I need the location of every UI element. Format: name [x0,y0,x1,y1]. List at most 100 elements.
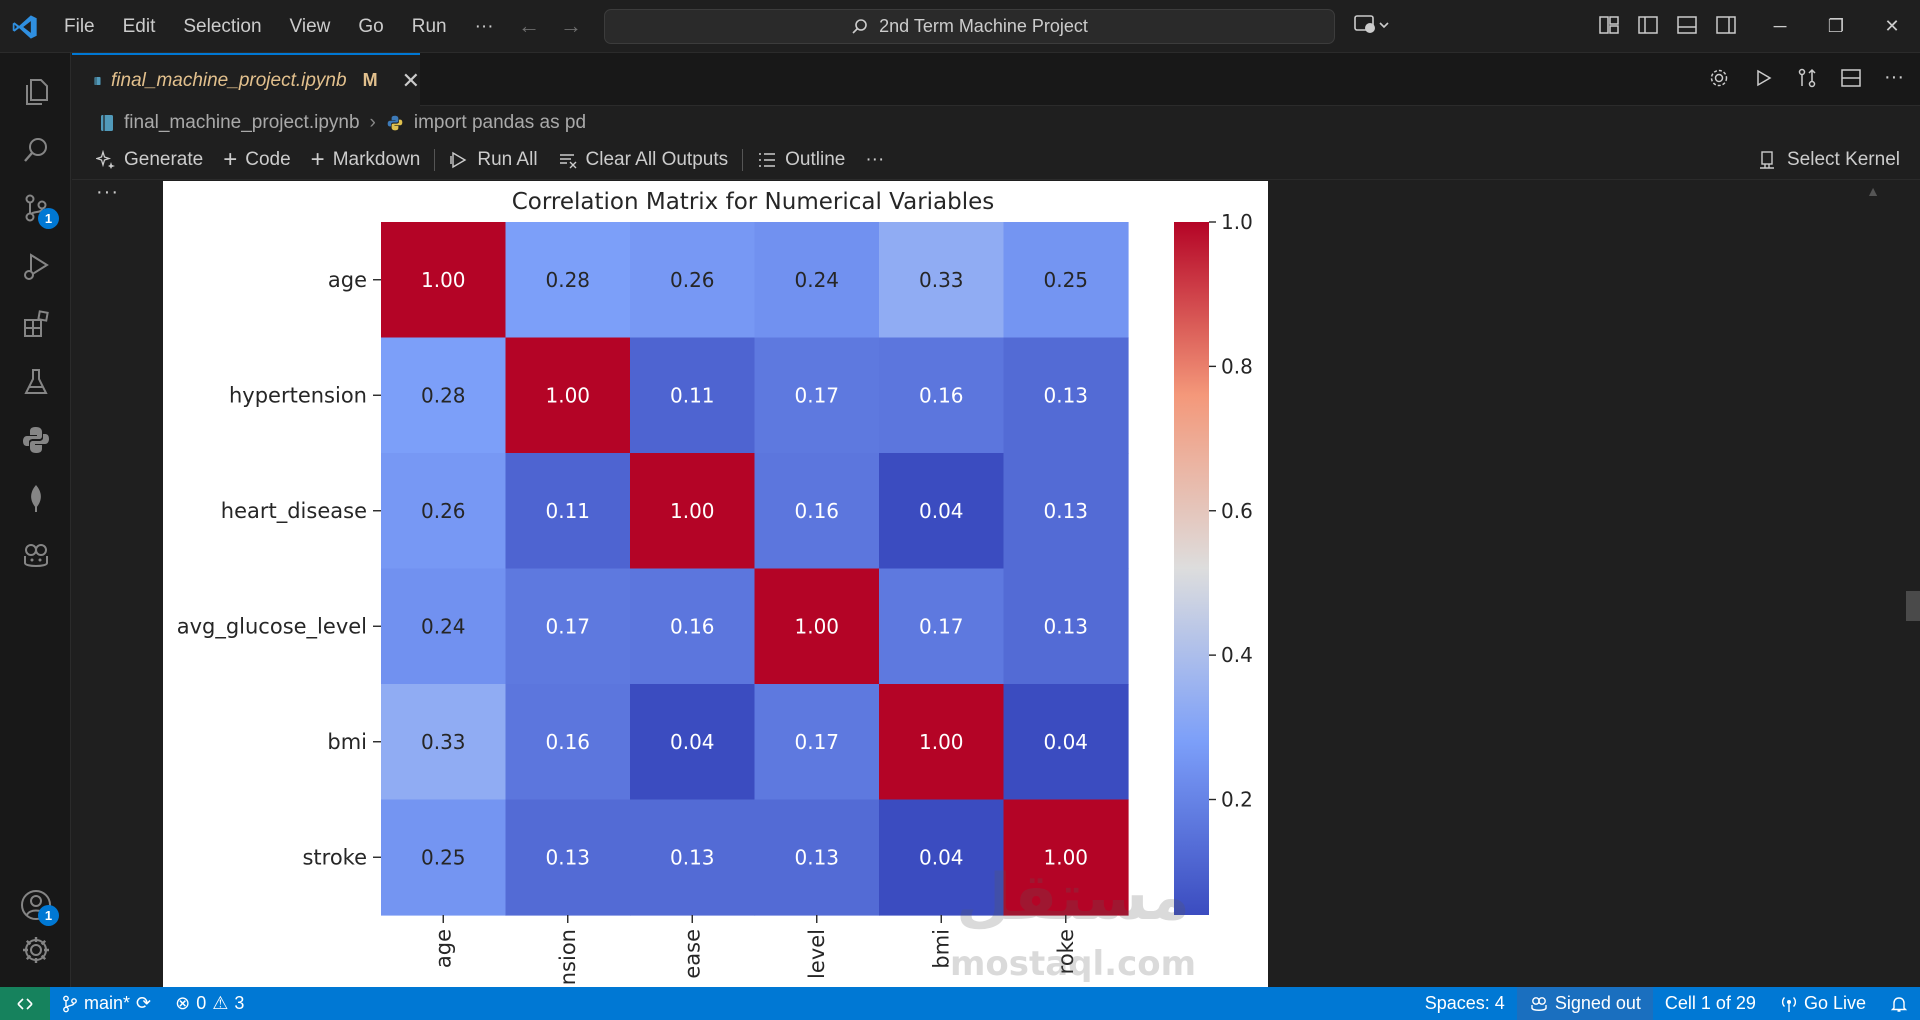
menu-view[interactable]: View [289,15,331,37]
cell-position-indicator[interactable]: Cell 1 of 29 [1653,987,1768,1020]
indentation-indicator[interactable]: Spaces: 4 [1413,987,1517,1020]
toggle-panel-icon[interactable] [1676,14,1698,36]
menu-go[interactable]: Go [358,15,384,37]
colorbar-tick-label: 0.6 [1221,499,1253,523]
extensions-icon [23,310,49,337]
heatmap-cells: 1.00 0.28 0.26 0.24 0.33 0.25 0.28 1.00 0.11 0.17… [381,222,1129,916]
close-window-icon[interactable]: ✕ [1884,16,1900,36]
select-kernel-button[interactable]: Select Kernel [1757,140,1900,180]
column-labels: age nsion ease level bmi roke [431,915,1078,985]
command-center[interactable]: 2nd Term Machine Project [604,9,1335,44]
source-control-button[interactable]: 1 [0,179,71,237]
watermark: مستقل mostaql.com [950,861,1196,984]
heatmap-cell-value: 0.13 [1043,614,1088,638]
heatmap-cell [879,222,1005,339]
notifications-button[interactable] [1878,987,1920,1020]
nav-arrows: ← → [518,13,582,39]
accounts-button[interactable]: 1 [0,876,71,934]
notebook-toolbar: Generate + Code + Markdown Run All Clear… [72,140,1920,180]
run-debug-button[interactable] [0,237,71,295]
colorbar-tick-label: 0.4 [1221,643,1253,667]
go-live-button[interactable]: Go Live [1768,987,1878,1020]
problems-indicator[interactable]: ⊗ 0 ⚠ 3 [163,987,256,1020]
manage-button[interactable] [0,921,71,979]
error-count: 0 [196,993,207,1013]
explorer-button[interactable] [0,63,71,121]
gear-icon[interactable] [1708,67,1730,89]
generate-button[interactable]: Generate [86,140,213,180]
clear-all-outputs-button[interactable]: Clear All Outputs [548,140,739,180]
select-kernel-label: Select Kernel [1786,149,1900,170]
add-code-cell-button[interactable]: + Code [213,140,300,180]
more-actions-icon[interactable]: ··· [1884,66,1904,88]
heatmap-cell-value: 0.16 [670,614,715,638]
menu-selection[interactable]: Selection [183,15,262,37]
copilot-chat-button[interactable] [0,527,71,585]
run-icon[interactable] [1752,67,1774,89]
sync-icon[interactable]: ⟳ [136,993,152,1013]
heatmap-cell [381,337,507,454]
python-button[interactable] [0,411,71,469]
breadcrumb-file[interactable]: final_machine_project.ipynb [124,112,360,133]
outline-button[interactable]: Outline [747,140,855,180]
heatmap-cell [879,337,1005,454]
python-icon [387,115,403,131]
menu-file[interactable]: File [64,15,95,37]
toolbar-separator [434,148,436,171]
heatmap-cell [879,684,1005,801]
run-all-button[interactable]: Run All [439,140,547,180]
heatmap-cell [381,222,507,339]
cell-more-actions[interactable]: ··· [96,181,119,203]
branch-indicator[interactable]: main* ⟳ [50,987,163,1020]
scroll-up-icon[interactable]: ▲ [1866,183,1880,199]
mongodb-button[interactable] [0,469,71,527]
vscode-logo-icon [12,15,37,39]
toggle-secondary-sidebar-icon[interactable] [1715,14,1737,36]
notebook-file-icon [94,76,101,85]
split-editor-icon[interactable] [1840,67,1862,89]
heatmap-cell-value: 0.24 [794,268,839,292]
extensions-button[interactable] [0,295,71,353]
menu-bar: File Edit Selection View Go Run ··· [50,0,508,53]
heatmap-cell-value: 0.25 [421,845,466,869]
heatmap-cell-value: 0.04 [919,845,964,869]
testing-button[interactable] [0,353,71,411]
heatmap-cell [1003,568,1129,685]
toolbar-more-button[interactable]: ··· [855,140,894,180]
heatmap-cell [505,568,631,685]
minimize-icon[interactable]: ─ [1773,16,1787,36]
back-arrow-icon[interactable]: ← [518,13,540,38]
column-label: bmi [929,929,953,969]
restore-icon[interactable]: ❐ [1827,16,1845,36]
column-label: nsion [556,929,580,985]
customize-layout-icon[interactable] [1598,14,1620,36]
status-bar: main* ⟳ ⊗ 0 ⚠ 3 Spaces: 4 Signed out Cel… [0,987,1920,1020]
menu-edit[interactable]: Edit [122,15,156,37]
toggle-primary-sidebar-icon[interactable] [1637,14,1659,36]
modified-indicator: M [362,70,378,90]
close-tab-icon[interactable]: ✕ [401,67,420,93]
search-button[interactable] [0,121,71,179]
row-label: bmi [327,730,367,754]
scrollbar-thumb[interactable] [1906,591,1920,621]
compare-changes-icon[interactable] [1796,67,1818,89]
flask-icon [23,369,48,394]
status-bar-right: Spaces: 4 Signed out Cell 1 of 29 Go Liv… [1413,987,1920,1020]
branch-name: main* [84,993,131,1013]
remote-indicator[interactable] [0,987,50,1020]
heatmap-cell-value: 0.25 [1043,268,1088,292]
heatmap-cell-value: 0.28 [545,268,590,292]
breadcrumb-symbol[interactable]: import pandas as pd [413,112,587,133]
heatmap-cell [1003,684,1129,801]
copilot-icon[interactable] [1352,10,1392,40]
menu-more[interactable]: ··· [474,15,494,37]
tab-final-machine-project[interactable]: final_machine_project.ipynb M ✕ [72,53,420,106]
add-markdown-cell-button[interactable]: + Markdown [301,140,431,180]
menu-run[interactable]: Run [411,15,447,37]
signed-out-indicator[interactable]: Signed out [1516,987,1653,1020]
forward-arrow-icon[interactable]: → [560,13,582,38]
command-center-label: 2nd Term Machine Project [879,16,1088,36]
copilot-icon [1531,996,1547,1011]
heatmap-cell [505,337,631,454]
notebook-editor: ··· Correlation Matrix for Numerical Var… [72,181,1920,987]
